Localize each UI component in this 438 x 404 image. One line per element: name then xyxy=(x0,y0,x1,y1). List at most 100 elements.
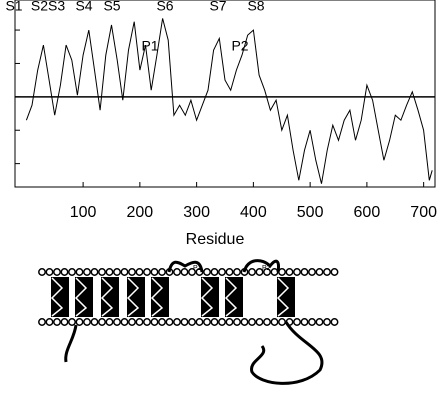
lipid-head xyxy=(75,318,84,326)
annotation: S8 xyxy=(247,0,264,14)
lipid-head xyxy=(113,318,121,326)
lipid-head xyxy=(150,268,159,276)
lipid-head xyxy=(158,268,166,276)
lipid-head xyxy=(105,318,114,326)
lipid-head xyxy=(180,268,189,276)
annotation: S6 xyxy=(156,0,173,14)
lipid-head xyxy=(323,318,331,326)
lipid-head xyxy=(53,268,61,276)
lipid-head xyxy=(255,318,264,326)
lipid-head xyxy=(98,318,106,326)
lipid-head xyxy=(53,318,61,326)
loop-label: P2 xyxy=(262,265,271,272)
lipid-head xyxy=(225,268,234,276)
lipid-head xyxy=(60,318,69,326)
lipid-head xyxy=(143,268,151,276)
helix-zigzag xyxy=(150,277,164,317)
lipid-head xyxy=(165,318,174,326)
lipid-head xyxy=(113,268,121,276)
helix-label: S3 xyxy=(110,294,119,301)
lipid-head xyxy=(293,318,301,326)
helix-label: S7 xyxy=(234,294,243,301)
lipid-head xyxy=(210,318,219,326)
x-tick-label: 300 xyxy=(183,204,210,221)
lipid-head xyxy=(120,268,129,276)
x-axis-label: Residue xyxy=(186,231,245,248)
lipid-head xyxy=(120,318,129,326)
helix xyxy=(201,277,219,317)
lipid-head xyxy=(45,268,54,276)
lipid-head xyxy=(210,268,219,276)
lipid-head xyxy=(60,268,69,276)
lipid-head xyxy=(38,318,46,326)
helix-zigzag xyxy=(276,277,290,317)
helix xyxy=(75,277,93,317)
x-tick-label: 200 xyxy=(127,204,154,221)
lipid-head xyxy=(233,318,241,326)
lipid-head xyxy=(255,268,264,276)
annotation: P1 xyxy=(141,38,158,54)
lipid-head xyxy=(315,318,324,326)
lipid-head xyxy=(263,268,271,276)
lipid-head xyxy=(173,268,181,276)
annotation: S4 xyxy=(75,0,92,14)
loop-p2 xyxy=(242,259,280,273)
annotation: S7 xyxy=(209,0,226,14)
n-terminus xyxy=(64,324,78,363)
x-tick-label: 700 xyxy=(410,204,437,221)
helix xyxy=(127,277,145,317)
annotation: S1 xyxy=(5,0,22,14)
c-terminus xyxy=(250,321,324,385)
annotation: S2S3 xyxy=(31,0,65,14)
loop-p1 xyxy=(167,260,204,273)
helix-zigzag xyxy=(126,277,140,317)
lipid-head xyxy=(135,268,144,276)
helix-zigzag xyxy=(74,277,88,317)
lipid-head xyxy=(83,268,91,276)
lipid-head xyxy=(308,318,316,326)
lipid-head xyxy=(233,268,241,276)
lipid-head xyxy=(45,318,54,326)
helix-zigzag xyxy=(50,277,64,317)
annotation: P2 xyxy=(231,38,248,54)
lipid-head xyxy=(308,268,316,276)
x-tick-label: 100 xyxy=(70,204,97,221)
lipid-head xyxy=(128,318,136,326)
lipid-head xyxy=(90,318,99,326)
helix xyxy=(151,277,169,317)
helix xyxy=(51,277,69,317)
helix-label: S1 xyxy=(60,294,69,301)
lipid-head xyxy=(225,318,234,326)
lipid-head xyxy=(128,268,136,276)
plot-frame xyxy=(14,0,436,188)
hydropathy-line xyxy=(25,18,433,184)
lipid-head xyxy=(83,318,91,326)
x-tick-label: 400 xyxy=(240,204,267,221)
helix xyxy=(101,277,119,317)
lipid-head xyxy=(188,268,196,276)
helix-zigzag xyxy=(100,277,114,317)
helix-label: S6 xyxy=(210,294,219,301)
helix-label: S4 xyxy=(136,294,145,301)
lipid-head xyxy=(203,268,211,276)
lipid-head xyxy=(248,318,256,326)
lipid-head xyxy=(90,268,99,276)
x-tick-label: 500 xyxy=(297,204,324,221)
lipid-head xyxy=(195,318,204,326)
lipid-head xyxy=(293,268,301,276)
helix xyxy=(277,277,295,317)
lipid-head xyxy=(248,268,256,276)
lipid-head xyxy=(180,318,189,326)
lipid-head xyxy=(270,268,279,276)
lipid-head xyxy=(173,318,181,326)
lipid-head xyxy=(68,268,76,276)
lipid-head xyxy=(75,268,84,276)
loop-label: P1 xyxy=(193,265,202,272)
lipid-head xyxy=(38,268,46,276)
annotation: S5 xyxy=(103,0,120,14)
lipid-head xyxy=(68,318,76,326)
lipid-head xyxy=(330,268,339,276)
helix-label: S2 xyxy=(84,294,93,301)
helix-label: S5 xyxy=(160,294,169,301)
